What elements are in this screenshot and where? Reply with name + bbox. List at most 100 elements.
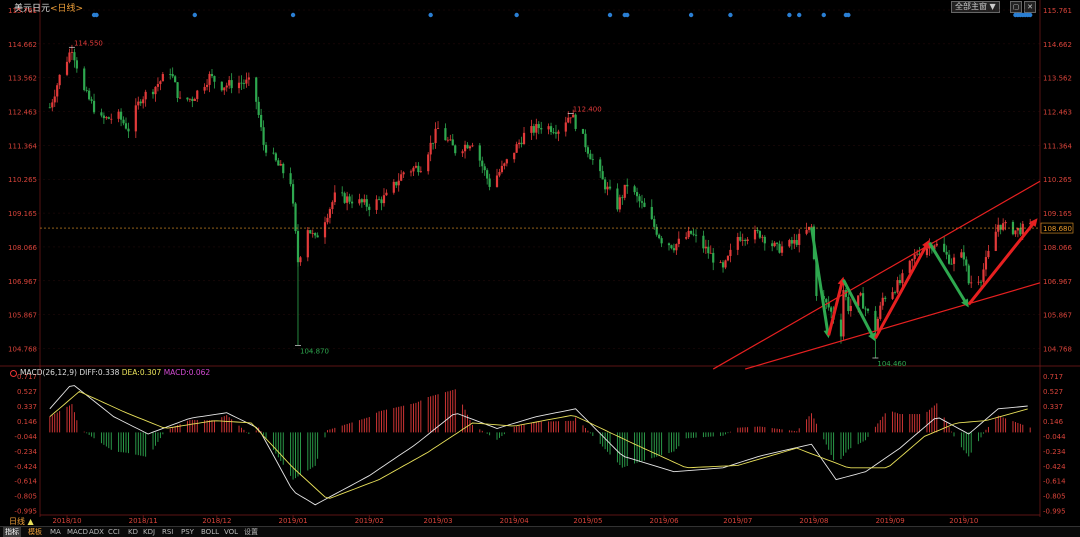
candle-body [891,292,894,299]
macd-y-tick-label: 0.146 [17,418,38,426]
tab-boll[interactable]: BOLL [201,528,219,536]
candle-body [807,226,811,230]
candle-body [83,68,86,91]
candle-body [348,196,351,202]
candle-body [434,128,437,144]
y-tick-label-right: 109.165 [1043,210,1072,218]
candle-body [500,165,504,173]
candle-body [58,74,61,86]
candle-body [635,192,639,197]
candle-body [1016,227,1019,231]
tab-indicator[interactable]: 指标 [3,527,21,537]
candle-body [987,250,990,258]
candle-body [505,159,508,164]
candle-body [1019,227,1022,235]
candle-body [196,90,199,99]
candle-body [333,192,336,203]
candle-body [213,76,216,82]
candle-body [1014,230,1017,235]
tab-macd[interactable]: MACD [67,528,88,536]
y-tick-label: 111.364 [8,142,37,150]
candle-body [429,142,432,155]
tab-cci[interactable]: CCI [108,528,120,536]
candle-body [154,86,157,95]
tab-settings[interactable]: 设置 [244,528,258,536]
candle-body [363,199,366,203]
candle-body [827,302,830,308]
event-dot [514,12,519,18]
tab-rsi[interactable]: RSI [162,528,174,536]
event-dot [688,12,694,18]
macd-legend: MACD(26,12,9) DIFF:0.338 DEA:0.307 MACD:… [10,368,210,377]
candle-body [965,259,968,266]
y-tick-label-right: 114.662 [1043,41,1072,49]
macd-y-tick-label-right: -0.234 [1043,448,1066,456]
candle-body [685,237,688,239]
candle-body [178,97,182,99]
candle-body [771,243,774,247]
macd-y-tick-label-right: -0.044 [1043,433,1066,441]
candle-body [409,171,413,173]
candle-body [790,240,793,244]
tab-kd[interactable]: KD [128,528,138,536]
candle-body [513,152,516,160]
indicator-dot-icon [10,369,17,377]
y-tick-label-right: 113.562 [1043,75,1072,83]
candle-body [719,262,722,264]
candle-body [778,243,781,253]
tab-psy[interactable]: PSY [181,528,194,536]
period-label: 日线 [9,517,25,526]
macd-y-tick-label: -0.044 [14,433,37,441]
candle-body [463,144,467,152]
y-tick-label: 108.066 [8,244,37,252]
candle-body [360,199,363,203]
candle-body [638,196,641,202]
candle-body [419,171,422,173]
tab-kdj[interactable]: KDJ [143,528,156,536]
trend-arrow-shaft [967,221,1035,306]
candle-body [134,105,137,132]
x-tick-label: 2018/12 [202,517,231,525]
candle-body [515,144,518,153]
candle-body [815,259,818,296]
tab-ma[interactable]: MA [50,528,61,536]
event-dot [797,12,802,18]
candle-body [240,82,243,84]
candle-body [911,258,914,261]
chart-title: 美元日元<日线> [14,1,83,14]
candle-body [898,280,902,284]
x-tick-label: 2019/07 [723,517,752,525]
candle-body [454,145,457,154]
candle-body [237,82,241,89]
candle-body [520,142,523,145]
x-tick-label: 2019/06 [650,517,680,525]
trend-arrow-shaft [827,282,844,336]
candle-body [724,260,727,268]
candle-body [296,231,300,263]
candle-body [186,97,189,100]
tab-vol[interactable]: VOL [224,528,239,536]
trend-line [744,282,1041,370]
period-selector[interactable]: 日线 ▲ [9,516,34,527]
y-tick-label-right: 108.066 [1043,244,1072,252]
candle-body [230,80,233,89]
candle-body [896,280,899,293]
candle-body [707,246,710,254]
x-tick-label: 2019/04 [500,517,530,525]
candle-body [436,128,440,129]
candle-body [893,292,897,293]
candle-body [205,84,209,87]
tab-adx[interactable]: ADX [89,528,104,536]
candle-body [277,160,280,166]
tab-template[interactable]: 模板 [28,528,42,536]
candle-body [65,61,69,75]
event-dot [787,12,792,18]
candle-body [736,236,739,250]
candle-body [746,239,749,241]
candle-body [156,84,160,87]
trend-arrow-head [922,239,930,249]
candle-body [432,142,435,144]
candle-body [427,154,430,172]
candle-body [85,90,88,91]
